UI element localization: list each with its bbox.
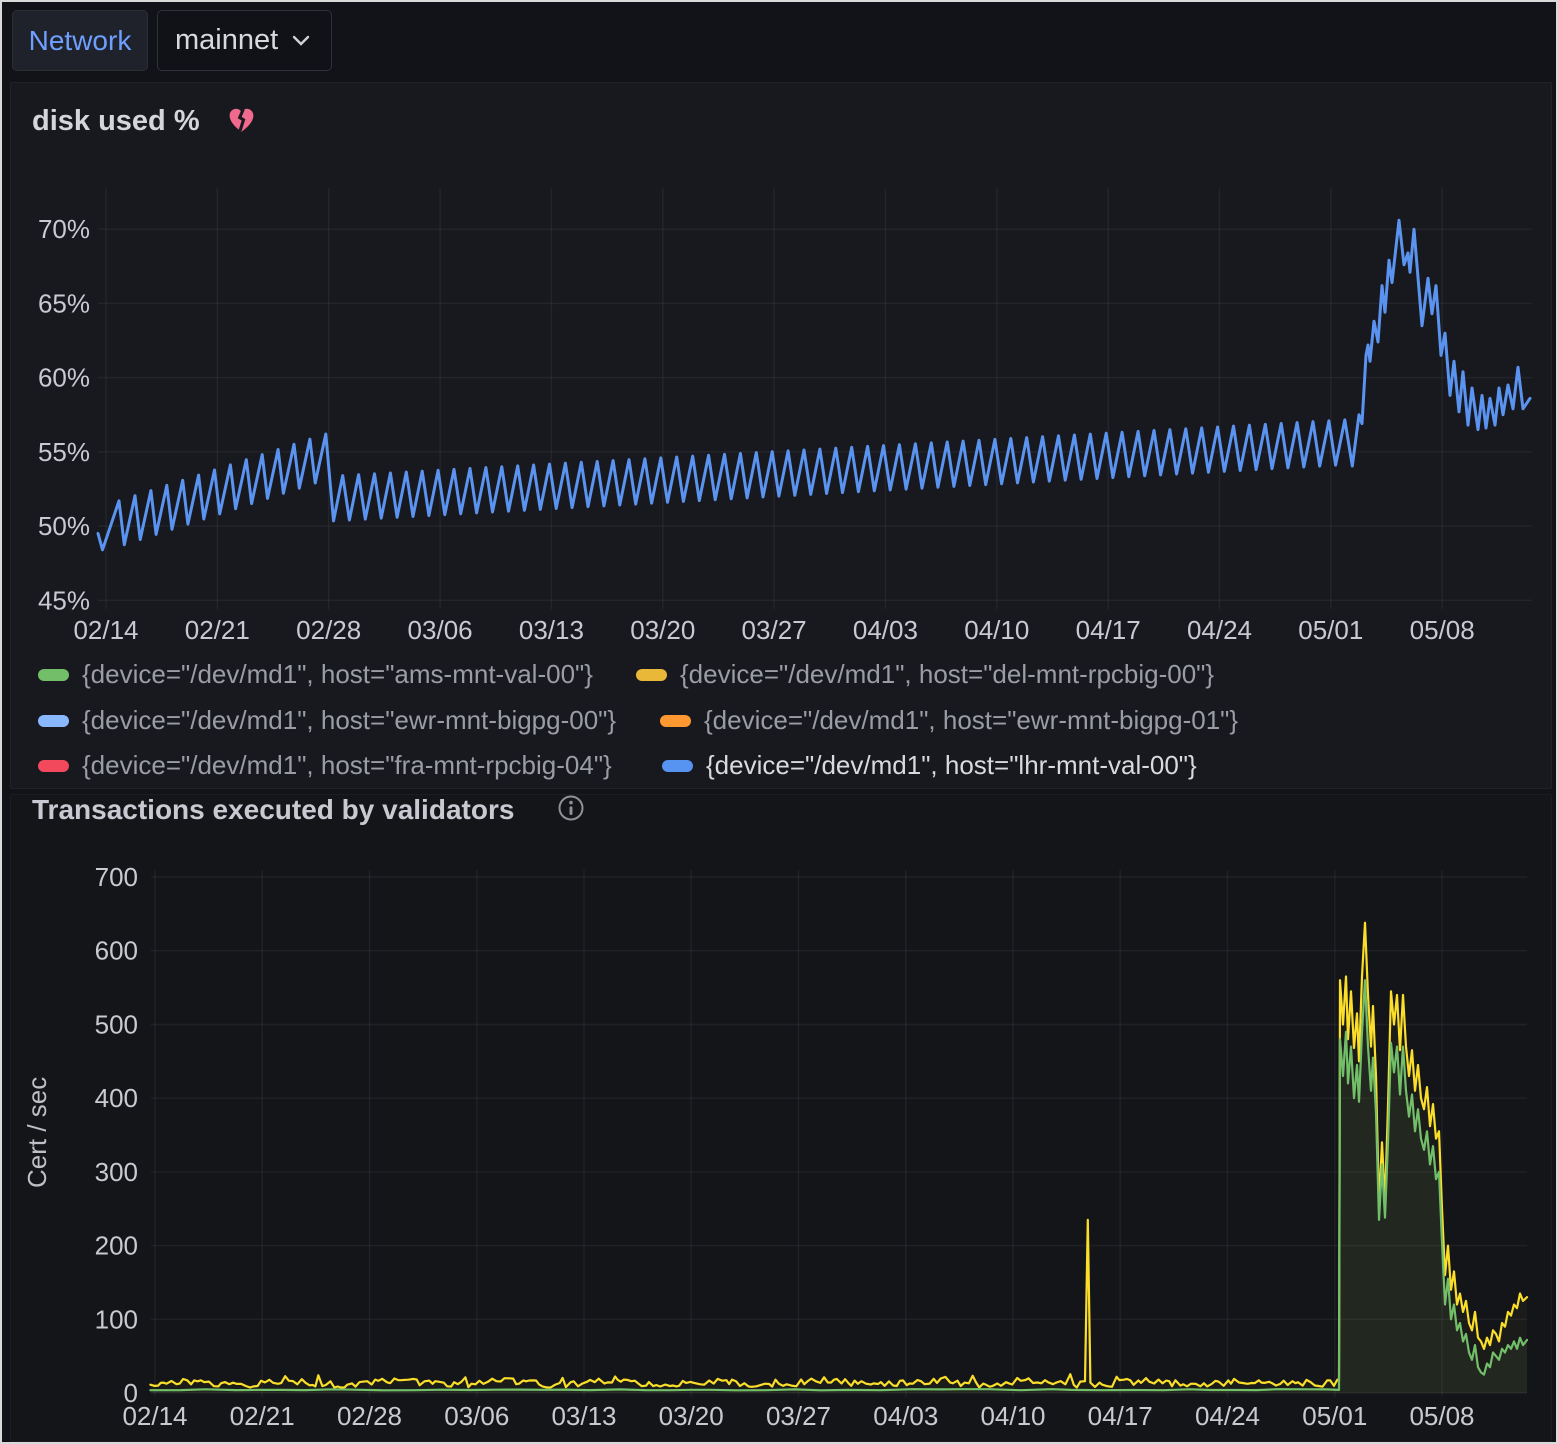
svg-text:03/06: 03/06 — [444, 1401, 509, 1431]
svg-text:04/24: 04/24 — [1187, 615, 1252, 645]
svg-text:02/14: 02/14 — [73, 615, 138, 645]
svg-text:03/13: 03/13 — [519, 615, 584, 645]
svg-text:03/20: 03/20 — [659, 1401, 724, 1431]
svg-text:65%: 65% — [38, 288, 90, 318]
svg-text:04/24: 04/24 — [1195, 1401, 1260, 1431]
svg-text:04/10: 04/10 — [964, 615, 1029, 645]
svg-text:02/14: 02/14 — [122, 1401, 187, 1431]
svg-text:400: 400 — [95, 1083, 138, 1113]
svg-text:45%: 45% — [38, 585, 90, 615]
svg-text:500: 500 — [95, 1010, 138, 1040]
svg-text:04/03: 04/03 — [873, 1401, 938, 1431]
svg-text:04/03: 04/03 — [853, 615, 918, 645]
svg-text:05/01: 05/01 — [1298, 615, 1363, 645]
svg-text:02/28: 02/28 — [337, 1401, 402, 1431]
svg-text:200: 200 — [95, 1231, 138, 1261]
svg-text:50%: 50% — [38, 511, 90, 541]
svg-text:03/20: 03/20 — [630, 615, 695, 645]
svg-text:03/06: 03/06 — [408, 615, 473, 645]
svg-text:05/01: 05/01 — [1302, 1401, 1367, 1431]
svg-text:02/21: 02/21 — [230, 1401, 295, 1431]
svg-text:03/13: 03/13 — [551, 1401, 616, 1431]
svg-text:0: 0 — [124, 1378, 138, 1408]
svg-text:04/17: 04/17 — [1076, 615, 1141, 645]
svg-text:300: 300 — [95, 1157, 138, 1187]
svg-text:60%: 60% — [38, 363, 90, 393]
svg-text:55%: 55% — [38, 437, 90, 467]
svg-text:04/17: 04/17 — [1088, 1401, 1153, 1431]
svg-text:03/27: 03/27 — [742, 615, 807, 645]
svg-text:70%: 70% — [38, 214, 90, 244]
svg-text:100: 100 — [95, 1304, 138, 1334]
svg-text:02/28: 02/28 — [296, 615, 361, 645]
svg-text:04/10: 04/10 — [980, 1401, 1045, 1431]
svg-text:05/08: 05/08 — [1410, 615, 1475, 645]
svg-text:05/08: 05/08 — [1409, 1401, 1474, 1431]
svg-text:03/27: 03/27 — [766, 1401, 831, 1431]
svg-text:700: 700 — [95, 862, 138, 892]
svg-text:600: 600 — [95, 936, 138, 966]
svg-text:02/21: 02/21 — [185, 615, 250, 645]
